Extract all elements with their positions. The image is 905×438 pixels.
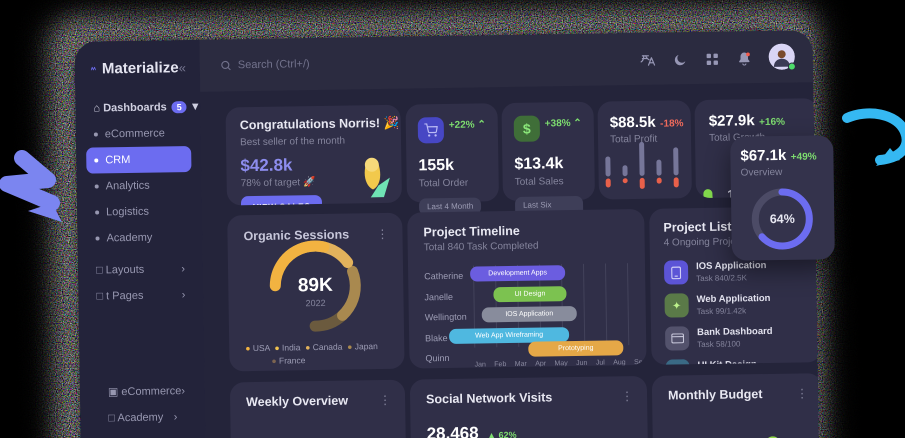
svg-text:2022: 2022 xyxy=(305,298,325,308)
svg-text:89K: 89K xyxy=(298,275,333,297)
svg-text:64%: 64% xyxy=(770,212,795,226)
